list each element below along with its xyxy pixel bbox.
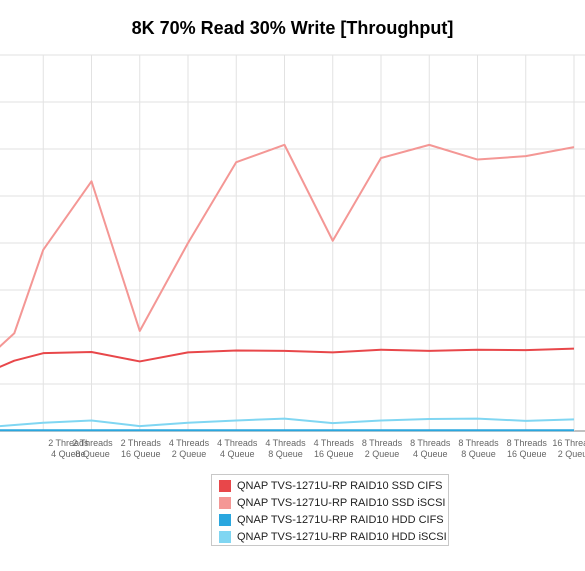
x-tick-label: 8 Queue: [461, 449, 496, 459]
series-line-4: [0, 417, 575, 428]
x-tick-label: 4 Threads: [314, 438, 355, 448]
legend-swatch: [219, 530, 231, 543]
series-line-1: [0, 347, 575, 368]
legend-item: QNAP TVS-1271U-RP RAID10 SSD iSCSI: [219, 494, 448, 511]
x-tick-label: 8 Threads: [362, 438, 403, 448]
legend-label: QNAP TVS-1271U-RP RAID10 HDD CIFS: [237, 513, 444, 526]
grid: [0, 54, 585, 432]
x-tick-label: 16 Queue: [121, 449, 161, 459]
x-tick-label: 4 Queue: [51, 449, 86, 459]
legend-label: QNAP TVS-1271U-RP RAID10 HDD iSCSI: [237, 530, 447, 543]
legend-item: QNAP TVS-1271U-RP RAID10 HDD CIFS: [219, 511, 448, 528]
x-tick-label: 8 Threads: [458, 438, 499, 448]
series-layer: [0, 143, 575, 432]
legend-label: QNAP TVS-1271U-RP RAID10 SSD CIFS: [237, 479, 443, 492]
x-tick-label: 4 Threads: [217, 438, 258, 448]
x-tick-label: 4 Queue: [220, 449, 255, 459]
chart-title: 8K 70% Read 30% Write [Throughput]: [131, 18, 454, 38]
legend-item: QNAP TVS-1271U-RP RAID10 HDD iSCSI: [219, 528, 448, 545]
legend-swatch: [219, 479, 231, 492]
legend: QNAP TVS-1271U-RP RAID10 SSD CIFS QNAP TV…: [211, 474, 449, 546]
x-tick-label: 16 Threads: [552, 438, 585, 448]
x-tick-label: 2 Threads: [72, 438, 113, 448]
x-tick-label: 4 Threads: [169, 438, 210, 448]
x-tick-label: 2 Queue: [365, 449, 400, 459]
x-tick-label: 16 Queue: [507, 449, 547, 459]
x-tick-label: 2 Threads: [121, 438, 162, 448]
series-line-2: [0, 143, 575, 348]
x-tick-label: 8 Queue: [268, 449, 303, 459]
x-tick-label: 2 Threads: [48, 438, 89, 448]
x-tick-label: 8 Threads: [507, 438, 548, 448]
x-tick-label: 2 Queue: [172, 449, 207, 459]
x-tick-label: 4 Threads: [265, 438, 306, 448]
legend-swatch: [219, 496, 231, 509]
legend-label: QNAP TVS-1271U-RP RAID10 SSD iSCSI: [237, 496, 446, 509]
legend-swatch: [219, 513, 231, 526]
x-tick-label: 8 Threads: [410, 438, 451, 448]
x-tick-label: 4 Queue: [413, 449, 448, 459]
x-tick-label: 16 Queue: [314, 449, 354, 459]
x-tick-label: 2 Queue: [558, 449, 585, 459]
x-tick-label: 8 Queue: [75, 449, 110, 459]
legend-item: QNAP TVS-1271U-RP RAID10 SSD CIFS: [219, 477, 448, 494]
